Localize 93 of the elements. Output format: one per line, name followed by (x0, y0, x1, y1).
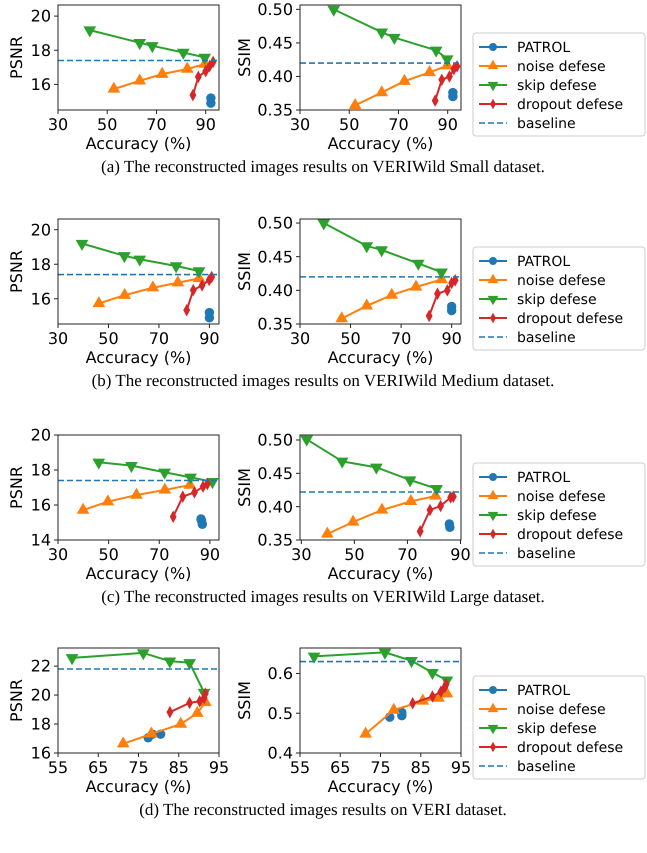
y-axis-title: PSNR (7, 36, 26, 79)
y-tick-label: 22 (30, 656, 51, 676)
y-axis-title: PSNR (7, 250, 26, 293)
x-axis-title: Accuracy (%) (328, 134, 434, 153)
legend-label: PATROL (517, 682, 570, 699)
x-tick-label: 30 (48, 329, 68, 348)
legend-label: noise defese (517, 272, 606, 289)
legend-label: skip defese (517, 292, 597, 308)
legend-label: noise defese (517, 58, 606, 75)
y-axis-title: PSNR (7, 466, 26, 509)
legend-label: dropout defese (517, 96, 624, 113)
x-tick-label: 95 (450, 758, 472, 777)
y-axis-title: PSNR (7, 679, 26, 722)
y-tick-label: 0.6 (268, 664, 293, 684)
y-tick-label: 18 (30, 714, 51, 734)
x-tick-label: 90 (200, 545, 220, 564)
x-tick-label: 75 (128, 758, 149, 777)
y-tick-label: 0.45 (257, 34, 293, 53)
x-tick-label: 65 (330, 758, 350, 777)
x-tick-label: 70 (148, 329, 170, 348)
x-tick-label: 90 (441, 329, 462, 348)
legend-label: noise defese (517, 488, 606, 505)
legend-label: dropout defese (517, 526, 624, 543)
legend-label: baseline (517, 546, 576, 562)
y-axis-title: SSIM (235, 38, 254, 77)
legend-label: baseline (517, 116, 576, 132)
y-tick-label: 16 (30, 496, 51, 515)
y-tick-label: 20 (30, 6, 51, 26)
legend-label: PATROL (517, 470, 570, 486)
y-tick-label: 0.45 (257, 247, 293, 266)
y-tick-label: 18 (30, 254, 51, 274)
x-tick-label: 75 (370, 758, 391, 777)
x-axis-title: Accuracy (%) (86, 134, 192, 153)
x-tick-label: 95 (208, 758, 230, 777)
y-tick-label: 0.45 (257, 464, 293, 483)
x-tick-label: 90 (438, 115, 458, 134)
text: (d) The reconstructed images results on VERI dataset. (139, 800, 507, 819)
legend-label: skip defese (517, 720, 597, 737)
x-tick-label: 90 (199, 329, 220, 348)
x-tick-label: 70 (149, 545, 170, 564)
legend-label: dropout defese (517, 740, 624, 756)
y-tick-label: 16 (30, 289, 51, 308)
x-tick-label: 70 (390, 329, 412, 348)
text: (c) The reconstructed images results on VERIWild Large dataset. (101, 587, 545, 606)
x-axis-title: Accuracy (%) (328, 348, 434, 367)
x-tick-label: 50 (97, 115, 118, 134)
x-tick-label: 30 (48, 115, 68, 134)
x-axis-title: Accuracy (%) (86, 564, 192, 583)
x-tick-label: 90 (450, 545, 471, 564)
x-axis-title: Accuracy (%) (328, 564, 434, 583)
legend-label: PATROL (517, 40, 570, 56)
y-tick-label: 0.50 (257, 430, 293, 450)
y-tick-label: 18 (30, 40, 51, 60)
y-tick-label: 0.40 (257, 497, 293, 516)
y-axis-title: SSIM (235, 681, 254, 720)
x-tick-label: 70 (397, 545, 418, 564)
x-tick-label: 30 (291, 545, 312, 564)
x-tick-label: 50 (340, 329, 361, 348)
y-tick-label: 20 (30, 686, 51, 705)
legend-label: baseline (517, 330, 576, 346)
x-tick-label: 70 (146, 115, 167, 134)
y-tick-label: 0.35 (257, 530, 293, 550)
y-tick-label: 16 (30, 74, 51, 94)
y-tick-label: 0.50 (257, 0, 293, 19)
legend-label: noise defese (517, 702, 606, 718)
y-axis-title: SSIM (235, 252, 254, 291)
x-axis-title: Accuracy (%) (86, 777, 192, 796)
x-tick-label: 85 (410, 758, 431, 777)
y-tick-label: 0.40 (257, 280, 293, 300)
y-tick-label: 18 (30, 460, 51, 480)
legend-label: baseline (517, 758, 576, 775)
y-tick-label: 0.40 (257, 67, 293, 86)
x-axis-title: Accuracy (%) (86, 348, 192, 367)
x-tick-label: 50 (344, 545, 365, 564)
y-tick-label: 0.5 (268, 704, 293, 723)
legend-label: skip defese (517, 508, 597, 524)
x-tick-label: 50 (98, 329, 119, 348)
y-tick-label: 20 (30, 426, 51, 445)
x-tick-label: 65 (88, 758, 108, 777)
x-tick-label: 50 (339, 115, 360, 134)
y-axis-title: SSIM (235, 468, 254, 507)
y-tick-label: 0.50 (257, 214, 293, 233)
x-tick-label: 50 (98, 545, 119, 564)
x-tick-label: 85 (168, 758, 189, 777)
legend-label: PATROL (517, 254, 570, 270)
text: (b) The reconstructed images results on VERIWild Medium dataset. (92, 371, 554, 390)
legend-label: skip defese (517, 78, 597, 94)
legend-label: dropout defese (517, 310, 624, 327)
y-tick-label: 20 (30, 220, 51, 240)
x-tick-label: 70 (388, 115, 409, 134)
text: (a) The reconstructed images results on VERIWild Small dataset. (101, 157, 545, 176)
x-tick-label: 90 (196, 115, 216, 134)
x-axis-title: Accuracy (%) (328, 777, 434, 796)
